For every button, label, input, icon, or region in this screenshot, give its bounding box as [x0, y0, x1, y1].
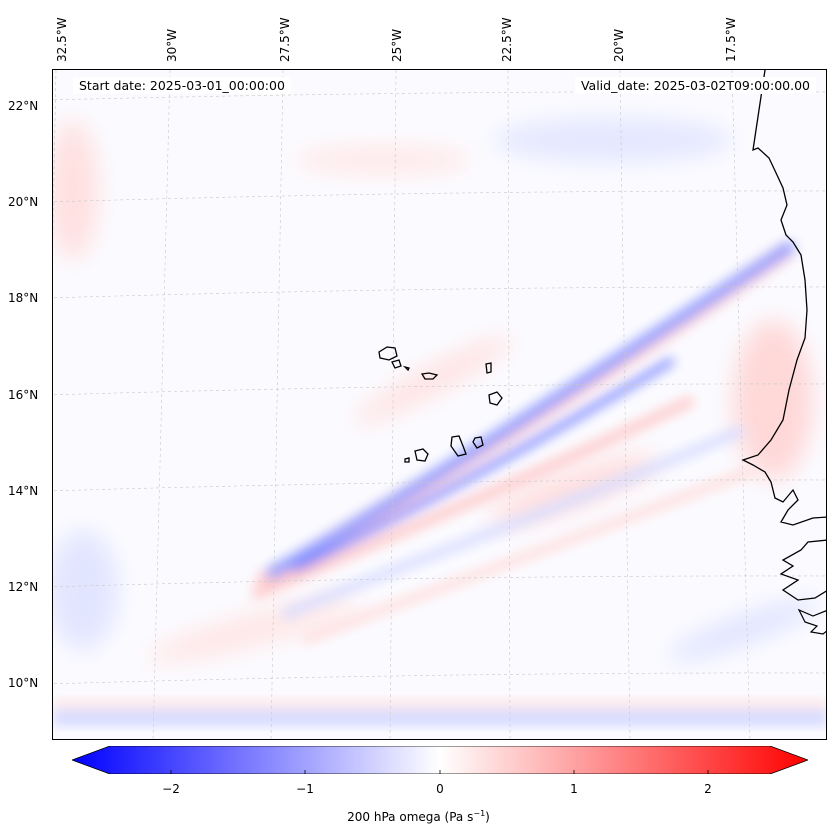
lat-label-22n: 22°N: [8, 99, 39, 113]
guinea-bissau-coastline: [779, 539, 826, 601]
gridline-lon-20w: [619, 70, 631, 739]
gridline-lon-22-5w: [507, 70, 511, 739]
gridline-lat-14n: [53, 479, 826, 492]
colorbar-units-exponent: −1: [473, 809, 486, 818]
island-brava: [404, 457, 410, 463]
lon-label-27-5w: 27.5°W: [278, 17, 292, 62]
gridline-lat-10n: [53, 672, 826, 685]
map-panel[interactable]: [52, 69, 827, 740]
negative-band-lower: [281, 425, 745, 620]
lat-label-16n: 16°N: [8, 388, 39, 402]
anomaly-southwest-negative: [53, 530, 118, 650]
cb-tick-label-neg2: −2: [162, 782, 180, 796]
southern-edge-positive: [53, 700, 826, 708]
anomaly-west-positive: [53, 120, 98, 260]
lon-label-25w: 25°W: [390, 28, 404, 62]
gridline-lon-27-5w: [270, 70, 284, 739]
anomaly-north-positive: [293, 146, 473, 174]
lat-label-12n: 12°N: [8, 580, 39, 594]
bijagos-coastline: [797, 608, 826, 635]
lon-label-30w: 30°W: [165, 28, 179, 62]
valid-date-label: Valid_date: 2025-03-02T09:00:00.00: [574, 77, 816, 94]
colorbar-variable: 200 hPa omega: [347, 810, 441, 824]
island-sal: [485, 362, 492, 374]
cb-tick-label-1: 1: [570, 782, 578, 796]
anomaly-north-negative: [493, 118, 733, 162]
negative-band-core: [291, 357, 675, 574]
lat-label-20n: 20°N: [8, 195, 39, 209]
anomaly-center-positive: [353, 335, 513, 425]
lat-label-18n: 18°N: [8, 291, 39, 305]
gridline-lat-18n: [53, 286, 826, 299]
cape-verde-islands: [378, 346, 503, 463]
lat-label-10n: 10°N: [8, 676, 39, 690]
lon-label-17-5w: 17.5°W: [724, 17, 738, 62]
omega-bands: [251, 239, 797, 645]
anomaly-southeast-negative: [667, 599, 819, 661]
anomaly-south-positive: [146, 597, 360, 663]
start-date-label: Start date: 2025-03-01_00:00:00: [73, 77, 291, 94]
positive-band-lower: [251, 395, 696, 600]
island-sao-nicolau: [420, 372, 439, 380]
gridline-lat-20n: [53, 190, 826, 203]
gridline-lon-17-5w: [731, 70, 751, 739]
anomaly-coast-positive: [733, 320, 813, 480]
island-santo-antao: [378, 346, 398, 361]
lon-label-22-5w: 22.5°W: [500, 17, 514, 62]
island-fogo: [414, 448, 429, 462]
island-sao-vicente: [391, 359, 402, 369]
colorbar-units: Pa s: [449, 810, 474, 824]
island-santa-luzia: [402, 365, 410, 372]
african-coastline: [741, 70, 826, 526]
cb-tick-label-2: 2: [704, 782, 712, 796]
gridline-lat-12n: [53, 575, 826, 588]
gridline-lon-30w: [152, 70, 171, 739]
colorbar-label: 200 hPa omega (Pa s−1): [347, 809, 490, 824]
omega-field-map: [53, 70, 826, 739]
cb-tick-label-0: 0: [436, 782, 444, 796]
lon-label-32-5w: 32.5°W: [55, 17, 69, 62]
negative-band-main: [265, 239, 797, 581]
colorbar-tick-marks: [170, 770, 709, 774]
lon-label-20w: 20°W: [612, 28, 626, 62]
cb-tick-label-neg1: −1: [296, 782, 314, 796]
gridline-lon-25w: [389, 70, 397, 739]
island-santiago: [450, 435, 467, 457]
southern-edge-negative: [53, 710, 826, 726]
colorbar-gradient: [72, 746, 808, 774]
edge-strip: [53, 700, 826, 726]
island-boa-vista: [488, 391, 503, 406]
background-anomalies: [53, 118, 819, 663]
gridline-lat-16n: [53, 383, 826, 396]
island-maio: [472, 436, 484, 449]
anomaly-southeast-positive: [488, 454, 658, 526]
colorbar: [72, 746, 808, 774]
lat-label-14n: 14°N: [8, 484, 39, 498]
